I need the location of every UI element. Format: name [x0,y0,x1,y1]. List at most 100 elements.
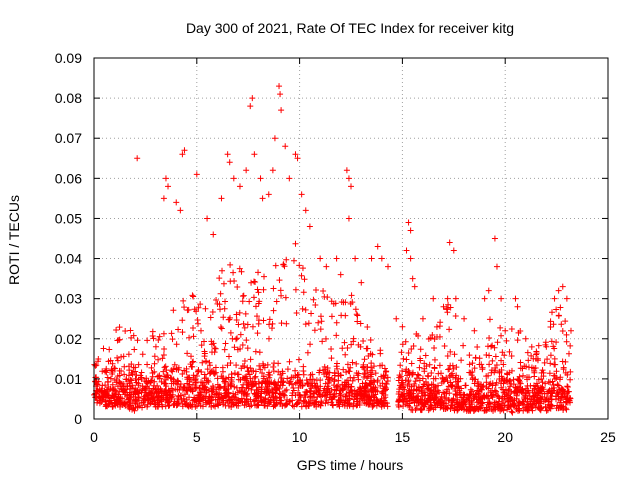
data-point [450,247,457,254]
data-point-cloud [129,406,136,413]
data-point-cloud [254,286,261,293]
data-point-cloud [500,389,507,396]
data-point-cloud [257,366,264,373]
data-point-cloud [317,326,324,333]
y-tick-label: 0.04 [55,251,82,267]
data-point-cloud [437,319,444,326]
data-point-cloud [120,383,127,390]
data-point-cloud [268,379,275,386]
data-point-cloud [273,401,280,408]
data-point-cloud [255,389,262,396]
data-point-cloud [215,385,222,392]
data-point-cloud [537,400,544,407]
data-points [91,83,574,416]
data-point-cloud [175,392,182,399]
data-point-cloud [436,333,443,340]
data-point-cloud [415,332,422,339]
data-point [481,295,488,302]
data-point-cloud [252,348,259,355]
data-point-cloud [271,360,278,367]
data-point-cloud [248,367,255,374]
data-point-cloud [567,368,574,375]
data-point-cloud [469,360,476,367]
data-point-cloud [141,393,148,400]
data-point-cloud [337,392,344,399]
data-point-cloud [471,365,478,372]
data-point-cloud [233,384,240,391]
data-point-cloud [296,391,303,398]
data-point-cloud [419,392,426,399]
data-point-cloud [114,354,121,361]
data-point-cloud [279,382,286,389]
data-point-cloud [261,364,268,371]
data-point-cloud [182,391,189,398]
data-point-cloud [378,396,385,403]
data-point-cloud [367,336,374,343]
data-point-cloud [246,298,253,305]
data-point-cloud [414,371,421,378]
data-point-cloud [504,403,511,410]
data-point-cloud [315,391,322,398]
data-point-cloud [447,348,454,355]
data-point-cloud [210,402,217,409]
data-point-cloud [239,374,246,381]
data-point [265,191,272,198]
data-point-cloud [406,392,413,399]
data-point-cloud [554,402,561,409]
data-point-cloud [563,398,570,405]
data-point-cloud [403,366,410,373]
data-point-cloud [354,318,361,325]
data-point-cloud [224,362,231,369]
data-point-cloud [515,329,522,336]
data-point-cloud [541,390,548,397]
data-point-cloud [244,345,251,352]
data-point-cloud [409,395,416,402]
data-point-cloud [290,385,297,392]
data-point-cloud [270,364,277,371]
data-point [407,255,414,262]
data-point-cloud [237,331,244,338]
data-point-cloud [142,397,149,404]
data-point-cloud [282,294,289,301]
data-point-cloud [555,382,562,389]
data-point-cloud [564,383,571,390]
data-point-cloud [524,395,531,402]
data-point [277,91,284,98]
data-point-cloud [397,362,404,369]
data-point-cloud [125,351,132,358]
data-point-cloud [545,398,552,405]
data-point-cloud [117,382,124,389]
data-point-cloud [233,336,240,343]
data-point-cloud [374,377,381,384]
data-point-cloud [239,386,246,393]
data-point-cloud [202,305,209,312]
data-point-cloud [292,286,299,293]
data-point-cloud [564,383,571,390]
data-point-cloud [226,316,233,323]
data-point-cloud [235,397,242,404]
data-point-cloud [216,275,223,282]
data-point-cloud [549,309,555,316]
data-point-cloud [348,383,355,390]
data-point-cloud [540,373,547,380]
data-point-cloud [418,406,425,413]
data-point-cloud [310,390,317,397]
data-point-cloud [481,393,488,400]
data-point-cloud [251,381,258,388]
data-point-cloud [279,370,286,377]
data-point-cloud [199,403,206,410]
data-point-cloud [399,341,406,348]
data-point-cloud [554,390,561,397]
data-point-cloud [207,314,214,321]
data-point-cloud [422,352,429,359]
data-point-cloud [100,345,107,352]
data-point-cloud [252,391,259,398]
data-point-cloud [273,395,280,402]
data-point-cloud [237,345,244,352]
data-point-cloud [125,363,132,370]
data-point-cloud [564,389,571,396]
data-point-cloud [220,280,227,287]
data-point [218,195,225,202]
data-point-cloud [562,318,569,325]
data-point-cloud [339,345,346,352]
